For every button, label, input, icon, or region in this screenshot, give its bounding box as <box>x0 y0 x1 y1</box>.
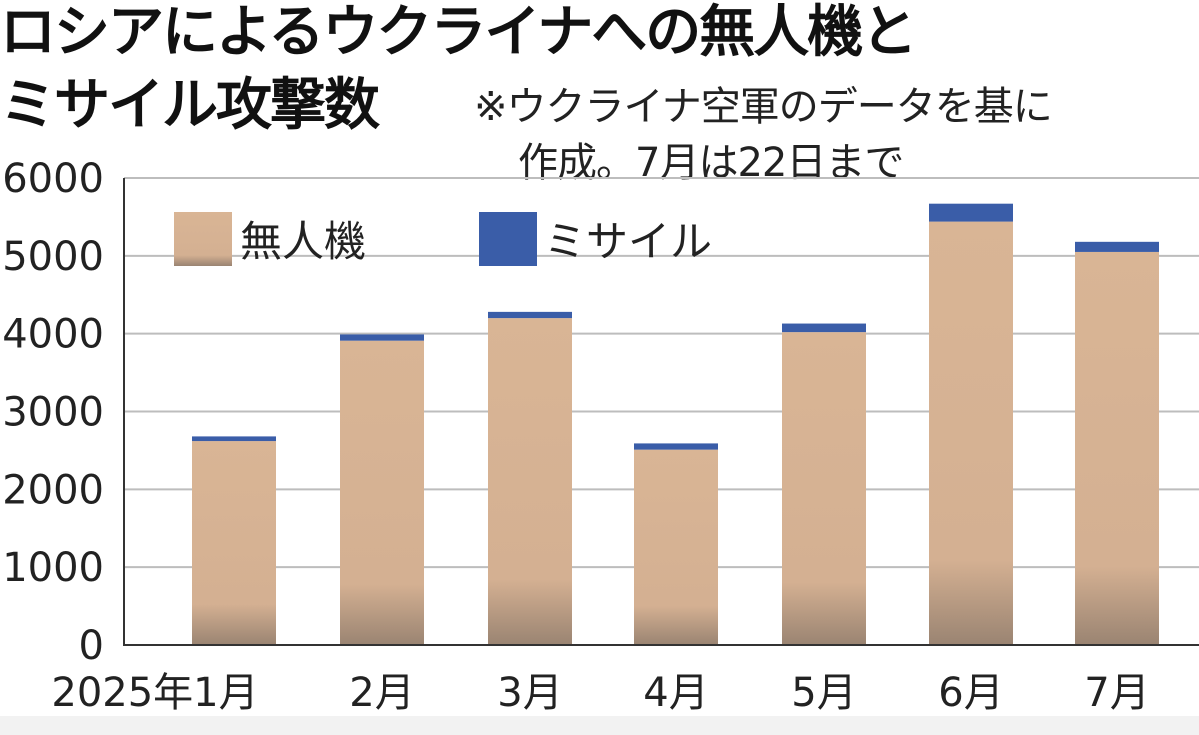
bars <box>192 203 1159 646</box>
legend: 無人機 ミサイル <box>174 212 712 266</box>
legend-swatch-drone <box>174 212 232 266</box>
bar-missile <box>192 436 276 442</box>
bar-missile <box>488 311 572 319</box>
bar-missile <box>929 203 1013 222</box>
bar-drone <box>634 449 718 645</box>
x-tick-label: 6月 <box>938 670 1003 716</box>
bar-missile <box>782 323 866 333</box>
source-note-line-1: ※ウクライナ空軍のデータを基に <box>474 84 1053 130</box>
chart-title-line-2: ミサイル攻撃数 <box>0 73 380 138</box>
x-tick-label: 2月 <box>349 670 414 716</box>
x-tick-label: 3月 <box>497 670 562 716</box>
bar-drone <box>1075 251 1159 646</box>
y-tick-label: 1000 <box>2 545 104 591</box>
y-tick-labels: 0 1000 2000 3000 4000 5000 6000 <box>2 156 104 669</box>
legend-label-drone: 無人機 <box>240 217 366 266</box>
y-tick-label: 5000 <box>2 234 104 280</box>
y-tick-label: 0 <box>79 623 104 669</box>
footer-bar <box>0 716 1199 735</box>
axes <box>123 178 1199 646</box>
x-tick-labels: 2025年1月 2月 3月 4月 5月 6月 7月 <box>51 670 1149 716</box>
bar-missile <box>634 443 718 450</box>
bar-missile <box>1075 241 1159 252</box>
y-tick-label: 2000 <box>2 467 104 513</box>
bar-drone <box>192 441 276 645</box>
y-tick-label: 4000 <box>2 312 104 358</box>
bar-chart: 0 1000 2000 3000 4000 5000 6000 2025年1月 2月 3月 4月 5… <box>2 156 1199 716</box>
bar-drone <box>782 332 866 645</box>
bar-drone <box>340 340 424 645</box>
y-tick-label: 3000 <box>2 390 104 436</box>
bar-missile <box>340 334 424 341</box>
x-tick-label: 4月 <box>643 670 708 716</box>
legend-label-missile: ミサイル <box>544 217 712 266</box>
legend-swatch-missile <box>479 212 537 266</box>
chart-title-line-1: ロシアによるウクライナへの無人機と <box>0 0 917 65</box>
bar-drone <box>488 318 572 645</box>
x-tick-label: 2025年1月 <box>51 670 258 716</box>
bar-drone <box>929 221 1013 645</box>
x-tick-label: 5月 <box>791 670 856 716</box>
y-tick-label: 6000 <box>2 156 104 202</box>
x-tick-label: 7月 <box>1084 670 1149 716</box>
